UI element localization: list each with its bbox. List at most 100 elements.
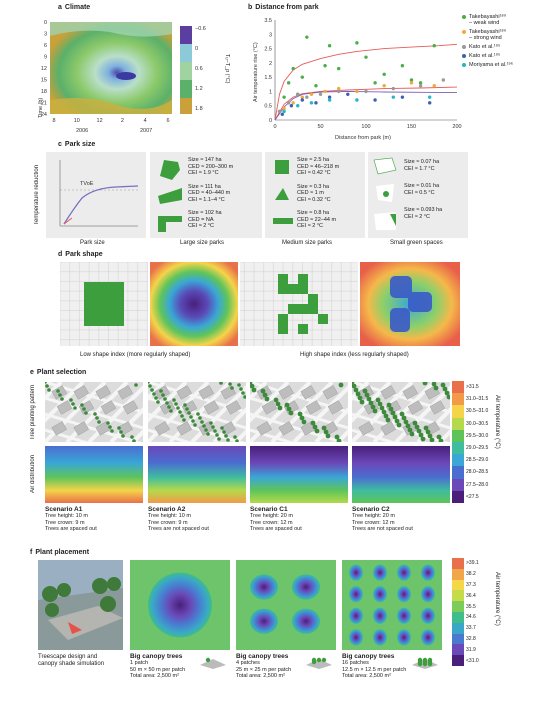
canopy-shade-blob <box>397 607 411 624</box>
row-label-air: Air distribution <box>30 454 36 493</box>
f-colorbar-swatch <box>452 622 464 634</box>
b-data-point <box>291 66 295 71</box>
planting-pattern-tile <box>352 382 450 442</box>
b-legend-label: Moriyama et al.¹⁹⁶ <box>469 62 514 68</box>
e-colorbar-step: 27.5–28.0 <box>452 478 496 491</box>
a-xtick: 4 <box>144 118 147 124</box>
f-colorbar-step: 34.6 <box>452 611 496 623</box>
park-stat-line: CED ≈ 22–44 m <box>297 216 337 223</box>
e-colorbar-swatch <box>452 478 464 491</box>
panel-f-colorbar: >39.1 38.2 37.3 36.4 35.5 34.6 33.7 32.8 31.9 <31… <box>452 558 496 666</box>
b-ytick: 0 <box>269 118 272 124</box>
b-fit-line <box>274 90 458 121</box>
scenario-detail: Tree crown: 12 m <box>250 519 293 526</box>
scenario-detail: Tree height: 20 m <box>352 513 395 519</box>
b-data-point <box>282 109 286 114</box>
e-colorbar-swatch <box>452 381 464 394</box>
e-colorbar-swatch <box>452 441 464 455</box>
panel-a-ylabel: Time (h) <box>38 98 44 118</box>
placement-detail: 50 m × 50 m per patch <box>130 666 186 673</box>
caption-large-parks: Large size parks <box>180 240 225 246</box>
placement-detail: Total area: 2,500 m² <box>342 673 391 679</box>
a-ytick: 21 <box>41 101 47 107</box>
park-stat-line: Size ≈ 0.3 ha <box>297 183 330 190</box>
b-data-point <box>382 84 386 88</box>
e-colorbar-step: >31.5 <box>452 381 496 394</box>
placement-caption: Big canopy trees 1 patch 50 m × 50 m per p… <box>130 653 185 680</box>
canopy-shade-blob <box>292 574 320 600</box>
b-data-point <box>305 35 309 39</box>
caption-medium-parks: Medium size parks <box>282 240 333 246</box>
f-colorbar-step: 36.4 <box>452 590 496 602</box>
b-data-point <box>309 92 314 96</box>
scenario-detail: Tree crown: 9 m <box>45 519 85 526</box>
b-data-point <box>373 81 377 85</box>
panel-c-ylabel: Temperature reduction <box>34 164 40 226</box>
a-cbtick: 0.6 <box>195 66 203 72</box>
b-data-point <box>337 86 341 91</box>
park-stats: Size ≈ 0.01 ha CEI ≈ 0.5 °C <box>404 183 442 196</box>
b-legend-dot <box>462 54 466 58</box>
b-legend-item: Takebayashi¹⁸⁹ – weak wind <box>462 14 542 26</box>
f-colorbar-swatch <box>452 611 464 623</box>
park-stat-line: CEI ≈ 1.1–4 °C <box>188 196 225 203</box>
f-colorbar-step: 38.2 <box>452 568 496 580</box>
b-legend-item: Takebayashi¹⁸⁹ – strong wind <box>462 29 542 41</box>
a-xtick: 12 <box>97 118 103 124</box>
panel-e-title: e Plant selection <box>30 369 87 376</box>
tree-patch-icon <box>200 655 226 669</box>
e-colorbar-label: 30.0–30.5 <box>466 420 489 427</box>
b-data-point <box>286 81 291 85</box>
f-colorbar-swatch <box>452 590 464 602</box>
f-colorbar-label: 35.5 <box>466 603 476 610</box>
e-colorbar-swatch <box>452 417 464 430</box>
a-ytick: 18 <box>41 89 47 95</box>
b-data-point <box>409 81 414 85</box>
panel-a-title: a Climate <box>58 4 91 11</box>
park-stat-line: Size ≈ 0.093 ha <box>404 207 443 213</box>
b-legend-label: Kato et al.¹⁹⁵ <box>469 53 501 59</box>
a-xtick: 6 <box>166 118 169 124</box>
panel-c-title: c Park size <box>58 141 96 148</box>
b-data-point <box>323 89 327 94</box>
park-stats: Size ≈ 2.5 ha CED ≈ 46–218 m CEI ≈ 0.42 °C <box>297 157 339 177</box>
cool-core <box>116 72 136 80</box>
planting-pattern-tile <box>45 382 143 442</box>
air-distribution-tile <box>148 446 246 503</box>
e-colorbar-label: <27.5 <box>466 493 479 500</box>
placement-detail: 12.5 m × 12.5 m per patch <box>342 666 407 673</box>
f-colorbar-label: 37.3 <box>466 581 476 588</box>
b-xtick: 0 <box>273 124 276 130</box>
panel-d-title: d Park shape <box>58 251 103 258</box>
a-cbtick: 1.8 <box>195 106 203 112</box>
panel-e-colorbar: >31.5 31.0–31.5 30.5–31.0 30.0–30.5 29.5–30.… <box>452 381 496 503</box>
b-data-point <box>323 64 327 68</box>
b-data-point <box>337 66 341 71</box>
b-data-point <box>296 92 300 96</box>
placement-title: Big canopy trees <box>130 653 183 660</box>
b-ytick: 0.5 <box>264 104 272 110</box>
e-colorbar-label: 29.0–29.5 <box>466 445 489 452</box>
b-ytick: 3 <box>269 32 272 38</box>
scenario-detail: Tree height: 10 m <box>148 513 191 519</box>
b-data-point <box>314 84 318 88</box>
e-colorbar-step: 30.0–30.5 <box>452 417 496 430</box>
placement-title: Big canopy trees <box>236 653 289 660</box>
b-data-point <box>309 101 314 105</box>
b-legend-dot <box>462 15 466 19</box>
b-data-point <box>382 72 386 76</box>
b-data-point <box>400 95 405 99</box>
b-data-point <box>280 112 284 116</box>
b-legend-dot <box>462 45 466 49</box>
air-distribution-tile <box>352 446 450 503</box>
scenario-caption: Scenario C1 Tree height: 20 m Tree crown: … <box>250 506 302 533</box>
panel-b-title: b Distance from park <box>248 4 319 11</box>
a-ytick: 3 <box>44 32 47 38</box>
park-stat-line: CEI ≈ 0.32 °C <box>297 196 331 203</box>
f-colorbar-label: 34.6 <box>466 614 476 621</box>
panel-b-legend: Takebayashi¹⁸⁹ – weak wind Takebayashi¹⁸⁹… <box>462 14 542 71</box>
canopy-shade-blob <box>373 586 387 603</box>
b-legend-label: Takebayashi¹⁸⁹ – strong wind <box>469 29 507 41</box>
placement-detail: 1 patch <box>130 660 149 666</box>
e-colorbar-label: 27.5–28.0 <box>466 481 489 488</box>
